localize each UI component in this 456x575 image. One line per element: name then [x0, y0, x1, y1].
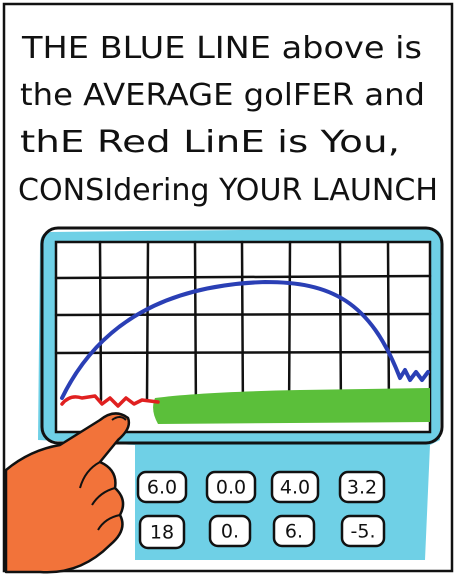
grid-line	[147, 242, 148, 400]
caption-line: CONSIdering YOUR LAUNCH	[18, 173, 438, 208]
grid-line	[195, 242, 196, 420]
button-label: 3.2	[347, 477, 377, 499]
button-label: 6.	[285, 521, 303, 543]
comic-panel: THE BLUE LINE above is the AVERAGE golFE…	[0, 0, 456, 575]
page: {"caption": {"lines": ["THE BLUE LINE ab…	[0, 0, 456, 575]
button-label: -5.	[351, 521, 376, 543]
caption-line: the AVERAGE golFER and	[20, 78, 425, 113]
button-label: 18	[150, 522, 174, 544]
caption-line: thE Red LinE is You,	[20, 125, 400, 160]
button-label: 6.0	[147, 477, 177, 499]
button-label: 4.0	[280, 477, 310, 499]
grid-line	[100, 242, 101, 400]
button-label: 0.0	[216, 477, 246, 499]
button-label: 0.	[221, 521, 239, 543]
caption-line: THE BLUE LINE above is	[21, 31, 422, 66]
